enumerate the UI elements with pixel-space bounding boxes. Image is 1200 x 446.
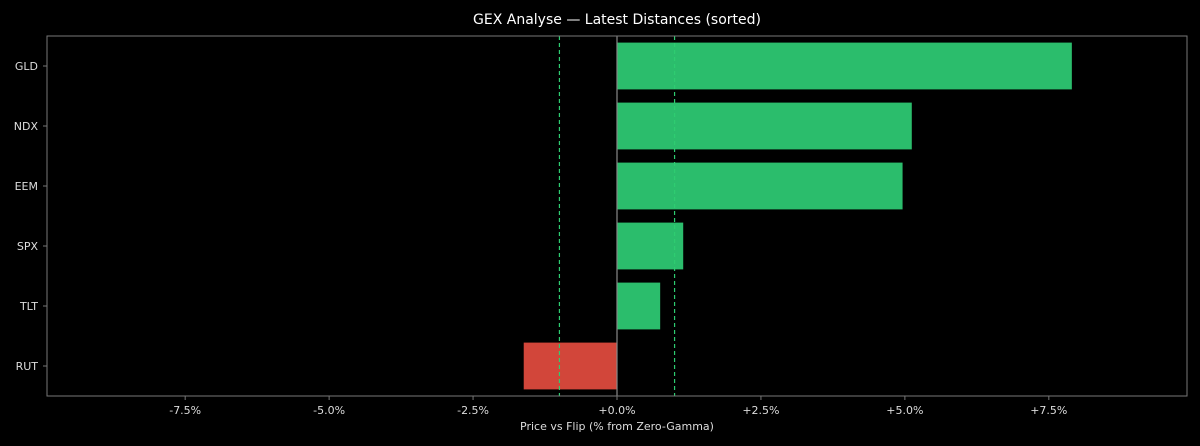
y-tick-label-rut: RUT — [16, 360, 39, 373]
x-tick-label: -7.5% — [169, 404, 201, 417]
plot-area: GLD NDX EEM SPX TLT RUT -7.5% -5.0% -2.5% +0.0% +2… — [14, 35, 1188, 417]
bar-ndx — [617, 102, 912, 150]
y-tick-label-ndx: NDX — [14, 120, 39, 133]
bar-eem — [617, 162, 903, 210]
bar-gld — [617, 42, 1072, 90]
y-tick-label-tlt: TLT — [19, 300, 38, 313]
x-tick-label: -5.0% — [313, 404, 345, 417]
bar-tlt — [617, 282, 661, 330]
y-tick-label-spx: SPX — [17, 240, 39, 253]
bar-spx — [617, 222, 684, 270]
y-tick-label-gld: GLD — [15, 60, 38, 73]
x-tick-label: -2.5% — [457, 404, 489, 417]
x-tick-label: +7.5% — [1030, 404, 1067, 417]
x-tick-label: +5.0% — [886, 404, 923, 417]
chart-title: GEX Analyse — Latest Distances (sorted) — [473, 12, 761, 28]
y-tick-label-eem: EEM — [15, 180, 38, 193]
bar-rut — [523, 342, 617, 390]
x-tick-label: +0.0% — [598, 404, 635, 417]
x-axis-label: Price vs Flip (% from Zero-Gamma) — [520, 420, 714, 433]
x-tick-label: +2.5% — [742, 404, 779, 417]
